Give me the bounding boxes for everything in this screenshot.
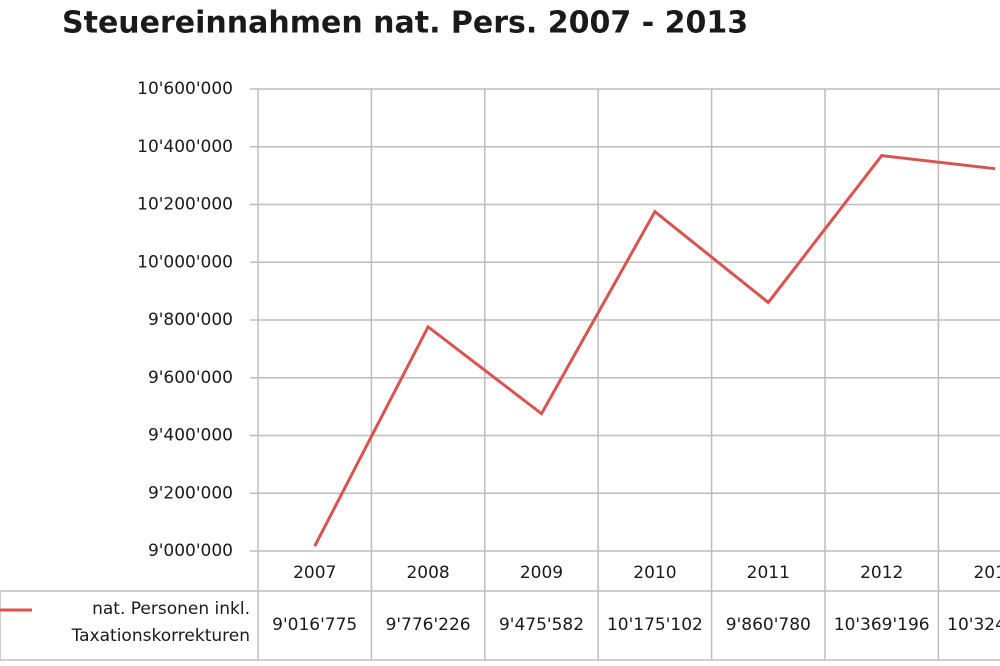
- chart-title: Steuereinnahmen nat. Pers. 2007 - 2013: [62, 6, 748, 41]
- x-tick-label: 2011: [747, 563, 790, 583]
- series-line: [313, 154, 996, 547]
- data-label: 9'776'226: [386, 615, 471, 635]
- x-tick-label: 2012: [860, 563, 903, 583]
- data-label: 9'016'775: [272, 615, 357, 635]
- y-tick-label: 10'200'000: [137, 195, 233, 215]
- y-tick-label: 10'400'000: [137, 137, 233, 157]
- x-tick-label: 2009: [520, 563, 563, 583]
- y-tick-label: 9'000'000: [148, 541, 233, 561]
- x-tick-label: 2007: [293, 563, 336, 583]
- y-tick-label: 9'800'000: [148, 310, 233, 330]
- y-tick-label: 10'600'000: [137, 79, 233, 99]
- y-tick-label: 9'600'000: [148, 368, 233, 388]
- legend-box: nat. Personen inkl. Taxationskorrekturen: [71, 599, 250, 646]
- data-label: 9'860'780: [726, 615, 811, 635]
- data-label: 10'175'102: [607, 615, 703, 635]
- legend-label: nat. Personen inkl. Taxationskorrekturen: [71, 599, 250, 646]
- x-tick-label: 2010: [633, 563, 676, 583]
- data-label: 10'324'000: [947, 615, 1000, 635]
- y-tick-label: 9'200'000: [148, 483, 233, 503]
- data-label: 9'475'582: [499, 615, 584, 635]
- y-tick-label: 9'400'000: [148, 426, 233, 446]
- data-label: 10'369'196: [834, 615, 930, 635]
- x-tick-label: 2008: [406, 563, 449, 583]
- y-tick-label: 10'000'000: [137, 252, 233, 272]
- x-tick-label: 2013: [973, 563, 1000, 583]
